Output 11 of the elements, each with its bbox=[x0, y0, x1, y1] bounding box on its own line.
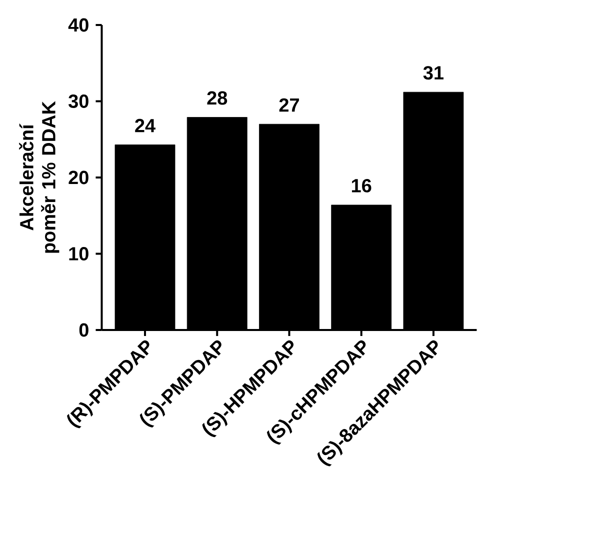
y-tick-label: 20 bbox=[68, 170, 88, 184]
data-label: 24 bbox=[135, 118, 156, 132]
y-tick-label: 30 bbox=[68, 94, 88, 108]
data-label: 27 bbox=[279, 98, 299, 112]
y-tick-label: 40 bbox=[68, 18, 88, 32]
y-axis-title: Akcelerační poměr 1% DDAK bbox=[19, 101, 60, 253]
data-label: 16 bbox=[352, 178, 372, 192]
data-label: 28 bbox=[207, 91, 228, 105]
data-label: 31 bbox=[423, 66, 444, 80]
y-tick-label: 0 bbox=[79, 323, 88, 337]
y-tick-label: 10 bbox=[69, 247, 88, 260]
